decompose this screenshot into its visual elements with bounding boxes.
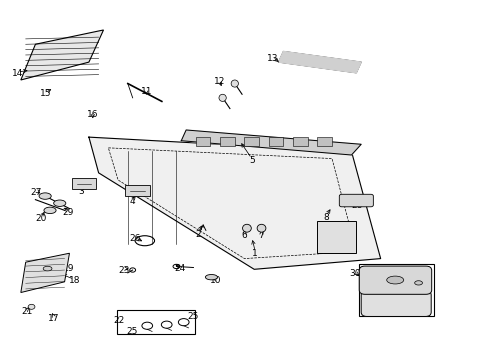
Text: 14: 14 [12,69,23,78]
Text: 24: 24 [174,264,185,273]
Text: 25: 25 [187,312,199,321]
Text: 15: 15 [41,89,52,98]
Text: 13: 13 [266,54,278,63]
Text: 27: 27 [31,188,42,197]
Text: 25: 25 [126,327,137,336]
Text: 3: 3 [79,186,84,195]
Text: 11: 11 [140,87,152,96]
Text: 7: 7 [258,231,264,240]
Text: 12: 12 [213,77,224,86]
Text: 8: 8 [323,213,328,222]
FancyBboxPatch shape [339,194,372,207]
FancyBboxPatch shape [359,266,431,294]
Bar [317,221,356,253]
Text: 29: 29 [62,208,74,217]
Ellipse shape [386,276,403,284]
Text: 6: 6 [241,231,247,240]
Text: 23: 23 [118,266,129,275]
Ellipse shape [242,224,251,232]
Bar [220,137,234,146]
Bar [358,264,433,316]
Bar [317,137,331,146]
Polygon shape [278,51,361,73]
Bar [268,137,283,146]
Ellipse shape [257,224,265,232]
Text: 5: 5 [248,156,254,165]
Text: 4: 4 [130,197,135,206]
Bar [125,185,149,196]
Polygon shape [89,137,380,269]
Text: 9: 9 [323,233,328,242]
Bar [244,137,259,146]
Ellipse shape [219,94,226,102]
Bar [117,310,195,334]
Ellipse shape [54,200,66,206]
Text: 22: 22 [113,315,124,324]
Text: 16: 16 [87,111,99,120]
Bar [196,137,210,146]
Ellipse shape [39,193,51,199]
Bar [72,178,96,189]
Text: 20: 20 [36,214,47,223]
Text: 18: 18 [68,276,80,285]
Ellipse shape [231,80,238,87]
Polygon shape [21,30,103,80]
Ellipse shape [205,274,217,280]
Text: 32: 32 [414,273,426,282]
Bar [292,137,307,146]
Ellipse shape [43,266,52,271]
Ellipse shape [28,304,35,309]
Text: 26: 26 [129,234,141,243]
Polygon shape [21,253,69,293]
FancyBboxPatch shape [361,291,430,316]
Text: 2: 2 [195,230,201,239]
Ellipse shape [414,281,422,285]
Text: 19: 19 [62,264,74,273]
Text: 31: 31 [396,300,407,309]
Text: 21: 21 [21,307,32,316]
Text: 30: 30 [349,269,360,278]
Text: 17: 17 [48,314,60,323]
Text: 1: 1 [252,249,258,258]
Text: 28: 28 [351,201,362,210]
Text: 10: 10 [209,276,221,285]
Polygon shape [181,130,361,155]
Ellipse shape [44,207,56,213]
